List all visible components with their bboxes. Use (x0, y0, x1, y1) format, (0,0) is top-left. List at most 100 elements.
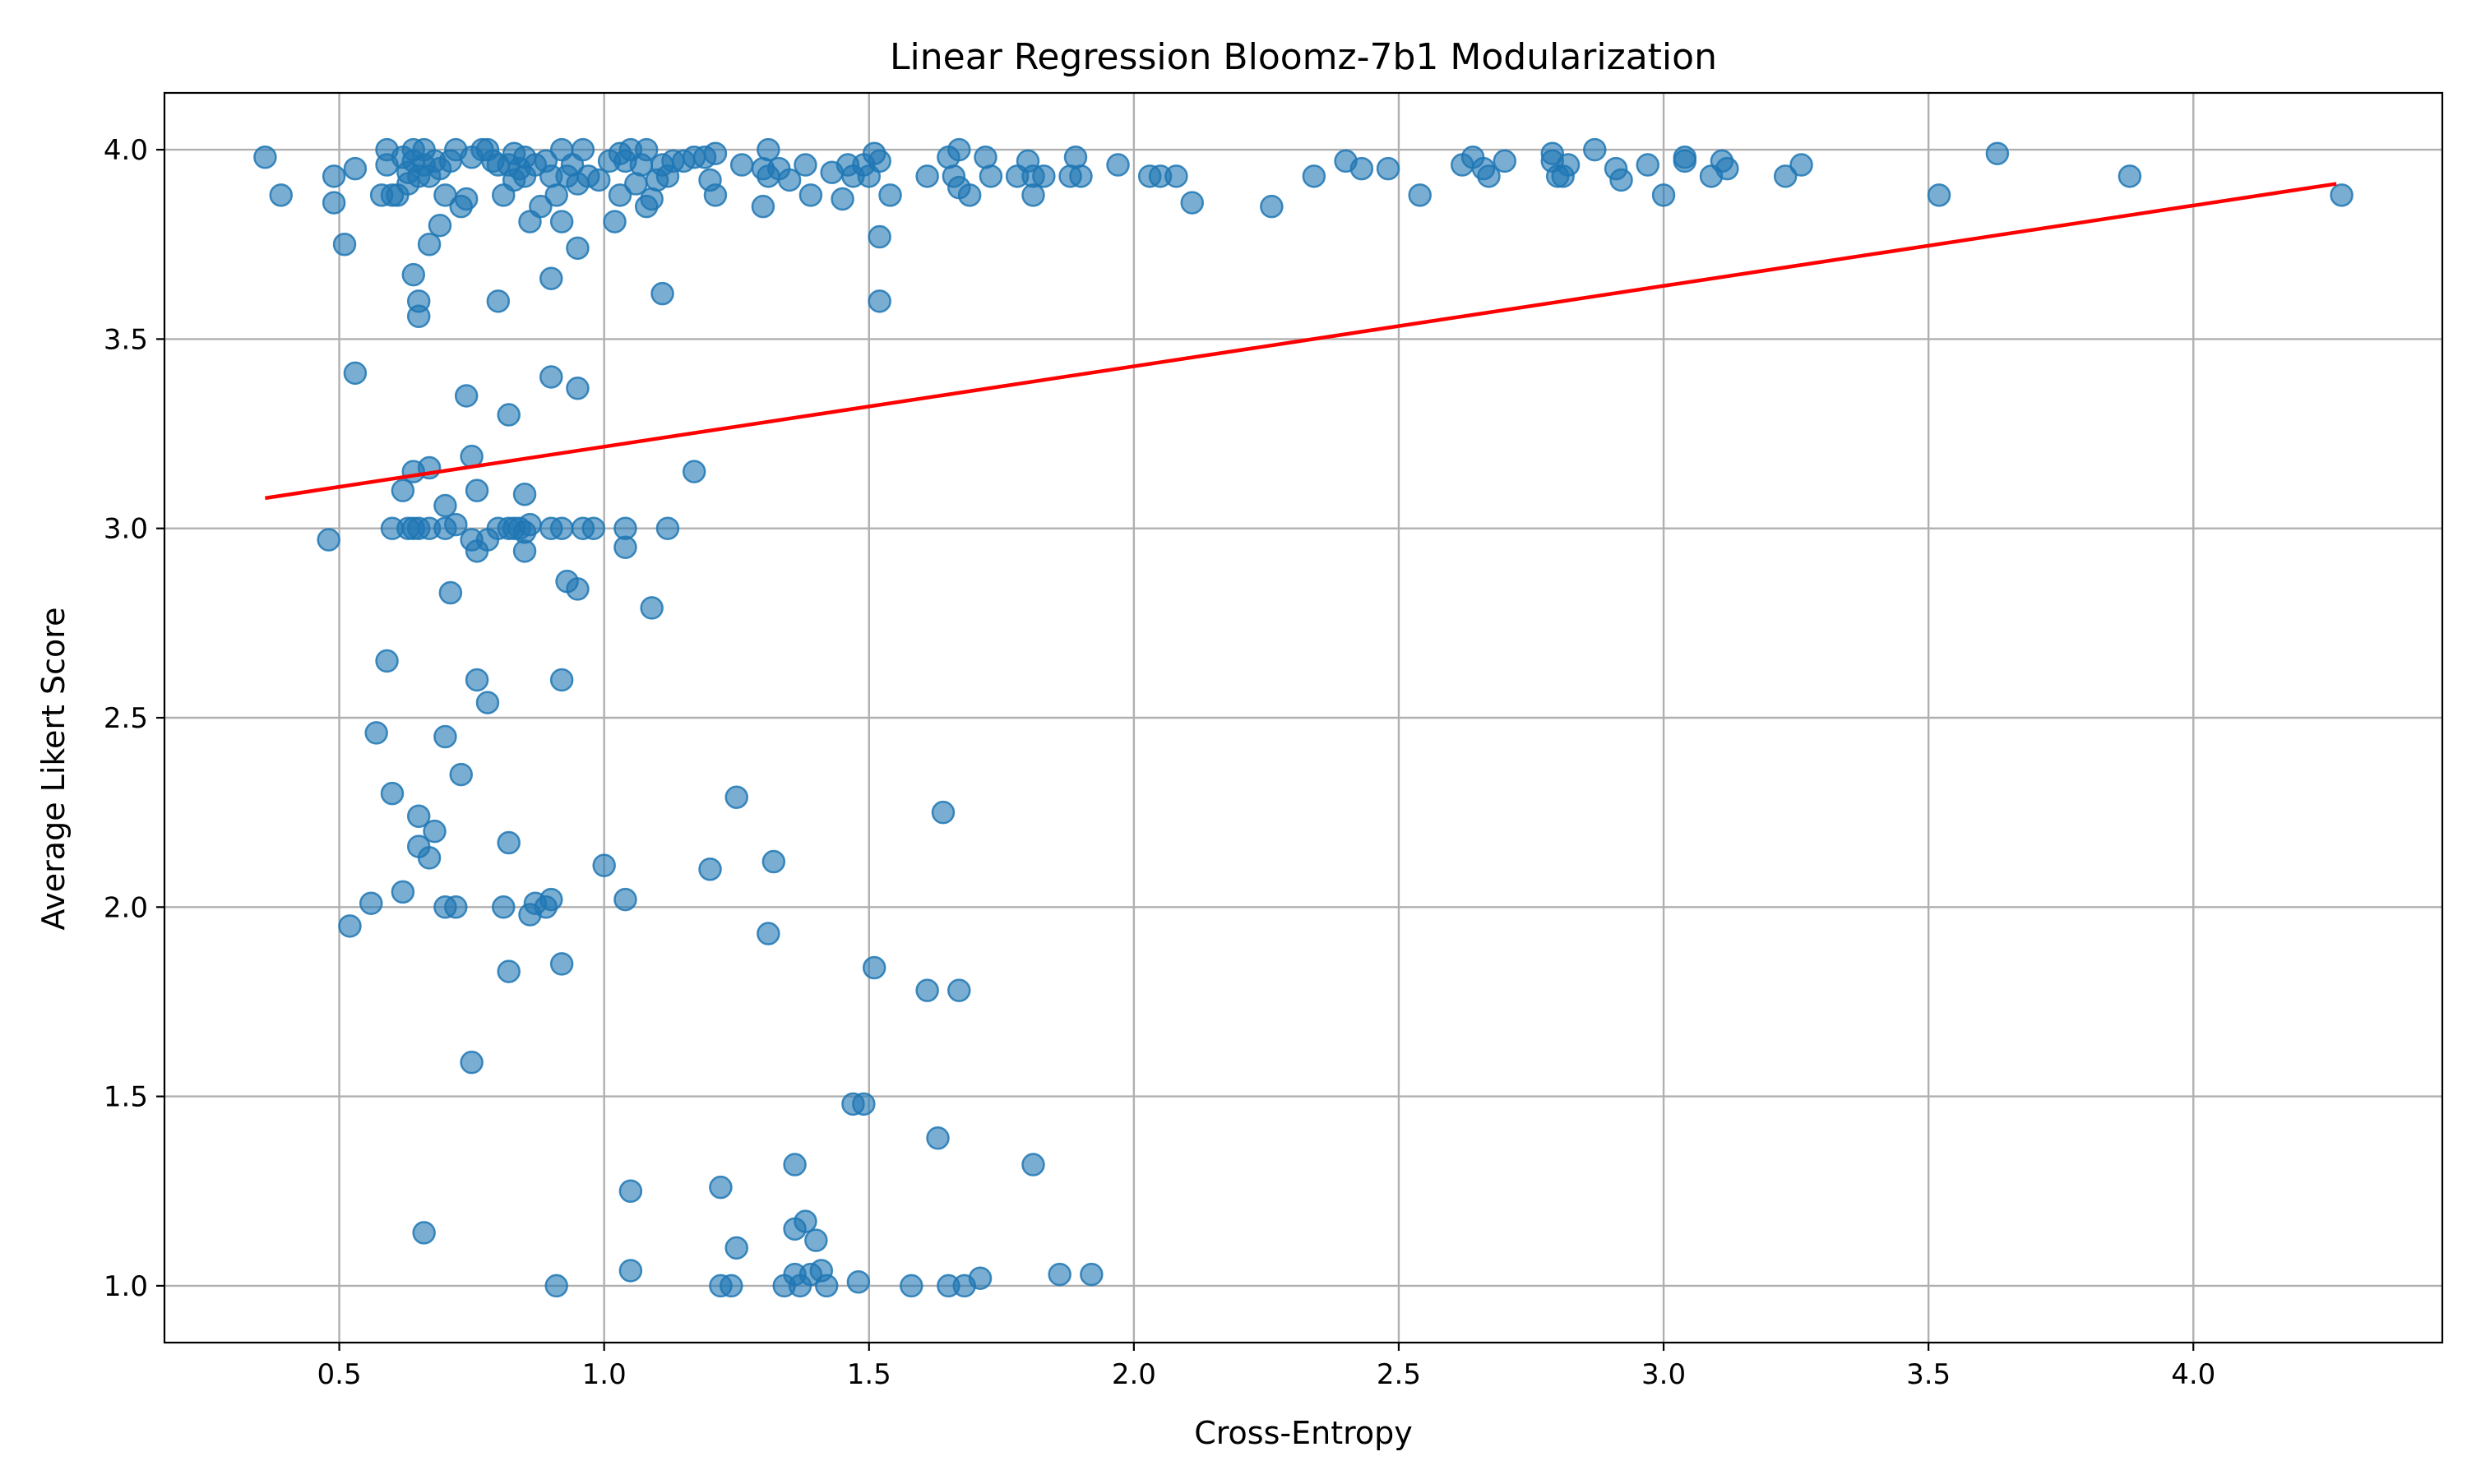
data-point (618, 1259, 643, 1283)
data-point (438, 580, 463, 605)
data-point (979, 164, 1003, 188)
data-point (868, 289, 891, 313)
data-point (603, 210, 627, 233)
y-tick-label: 3.5 (104, 323, 148, 356)
data-point (253, 146, 277, 169)
data-point (868, 149, 891, 173)
data-point (444, 895, 468, 919)
data-point (915, 978, 939, 1002)
regression-line-group (265, 182, 2337, 501)
data-point (655, 516, 680, 540)
y-tick-label: 1.0 (104, 1270, 148, 1303)
data-point (380, 781, 405, 806)
data-point (608, 183, 632, 207)
data-point (433, 724, 457, 749)
data-point (566, 377, 590, 400)
data-point (931, 800, 956, 825)
data-point (475, 691, 500, 714)
y-tick-label: 2.5 (104, 702, 148, 735)
data-point (401, 262, 426, 287)
data-point (724, 785, 748, 809)
data-point (359, 891, 383, 915)
data-point (1477, 164, 1501, 188)
y-axis-label: Average Likert Score (35, 608, 72, 931)
data-point (364, 721, 388, 745)
data-point (794, 153, 817, 177)
data-point (571, 137, 595, 162)
y-tick-label: 4.0 (104, 134, 148, 167)
data-point (444, 512, 468, 537)
data-point (947, 137, 971, 162)
y-tick-label: 1.5 (104, 1081, 148, 1114)
data-point (1180, 191, 1204, 215)
data-point (497, 959, 521, 983)
data-point (868, 224, 891, 249)
data-point (926, 1126, 950, 1150)
data-point (724, 1236, 748, 1260)
data-point (947, 978, 971, 1002)
data-point (343, 156, 368, 181)
data-point (1080, 1262, 1104, 1287)
x-tick-label: 2.5 (1377, 1358, 1421, 1391)
data-point (846, 1270, 871, 1294)
data-point (465, 668, 489, 692)
data-point (454, 187, 479, 211)
data-point (761, 849, 786, 874)
data-point (338, 914, 362, 938)
data-point (862, 955, 886, 980)
data-point (1673, 149, 1697, 173)
x-tick-label: 1.0 (582, 1358, 627, 1391)
data-point (634, 137, 659, 162)
data-point (783, 1153, 807, 1177)
data-point (1556, 153, 1581, 177)
data-point (549, 952, 574, 976)
data-point (957, 183, 982, 207)
data-point (417, 846, 442, 870)
data-point (269, 183, 293, 207)
data-point (613, 887, 637, 912)
data-point (486, 289, 511, 313)
data-point (322, 191, 346, 215)
data-point (581, 516, 606, 540)
data-point (2118, 164, 2142, 188)
data-point (1609, 168, 1633, 192)
data-point (391, 478, 415, 502)
data-point (454, 384, 479, 408)
y-tick-label: 2.0 (104, 891, 148, 924)
data-point (492, 895, 516, 919)
data-point (682, 460, 706, 483)
data-point (1636, 153, 1659, 177)
data-point (703, 141, 728, 165)
data-point (518, 512, 542, 537)
x-tick-label: 1.5 (847, 1358, 891, 1391)
data-point (1069, 164, 1093, 188)
data-point (549, 516, 574, 540)
regression-line (265, 182, 2337, 501)
x-axis-label: Cross-Entropy (1194, 1415, 1413, 1451)
data-point (2330, 183, 2354, 207)
data-point (777, 168, 802, 192)
data-point (433, 493, 457, 518)
data-point (613, 535, 637, 559)
data-point (1032, 164, 1056, 188)
data-point (831, 187, 854, 211)
data-point (852, 1092, 876, 1116)
data-point (1789, 153, 1813, 177)
data-point (375, 649, 399, 673)
data-point (391, 880, 415, 904)
data-point (539, 887, 563, 912)
data-point (544, 1274, 568, 1298)
data-point (549, 210, 574, 233)
chart-title: Linear Regression Bloomz-7b1 Modularizat… (890, 36, 1717, 78)
data-point (1302, 164, 1326, 188)
data-point (417, 232, 442, 257)
x-tick-label: 2.0 (1112, 1358, 1156, 1391)
data-point (497, 830, 521, 855)
data-point (915, 164, 939, 188)
data-point (698, 857, 722, 881)
data-point (412, 1221, 436, 1245)
axis-ticks: 0.5 1.0 1.5 2.0 2.5 3.0 3.5 4.0 1.0 1.5 2.0 2.5 3.0 3… (104, 134, 2215, 1391)
data-point (640, 596, 664, 620)
data-point (618, 1179, 643, 1204)
